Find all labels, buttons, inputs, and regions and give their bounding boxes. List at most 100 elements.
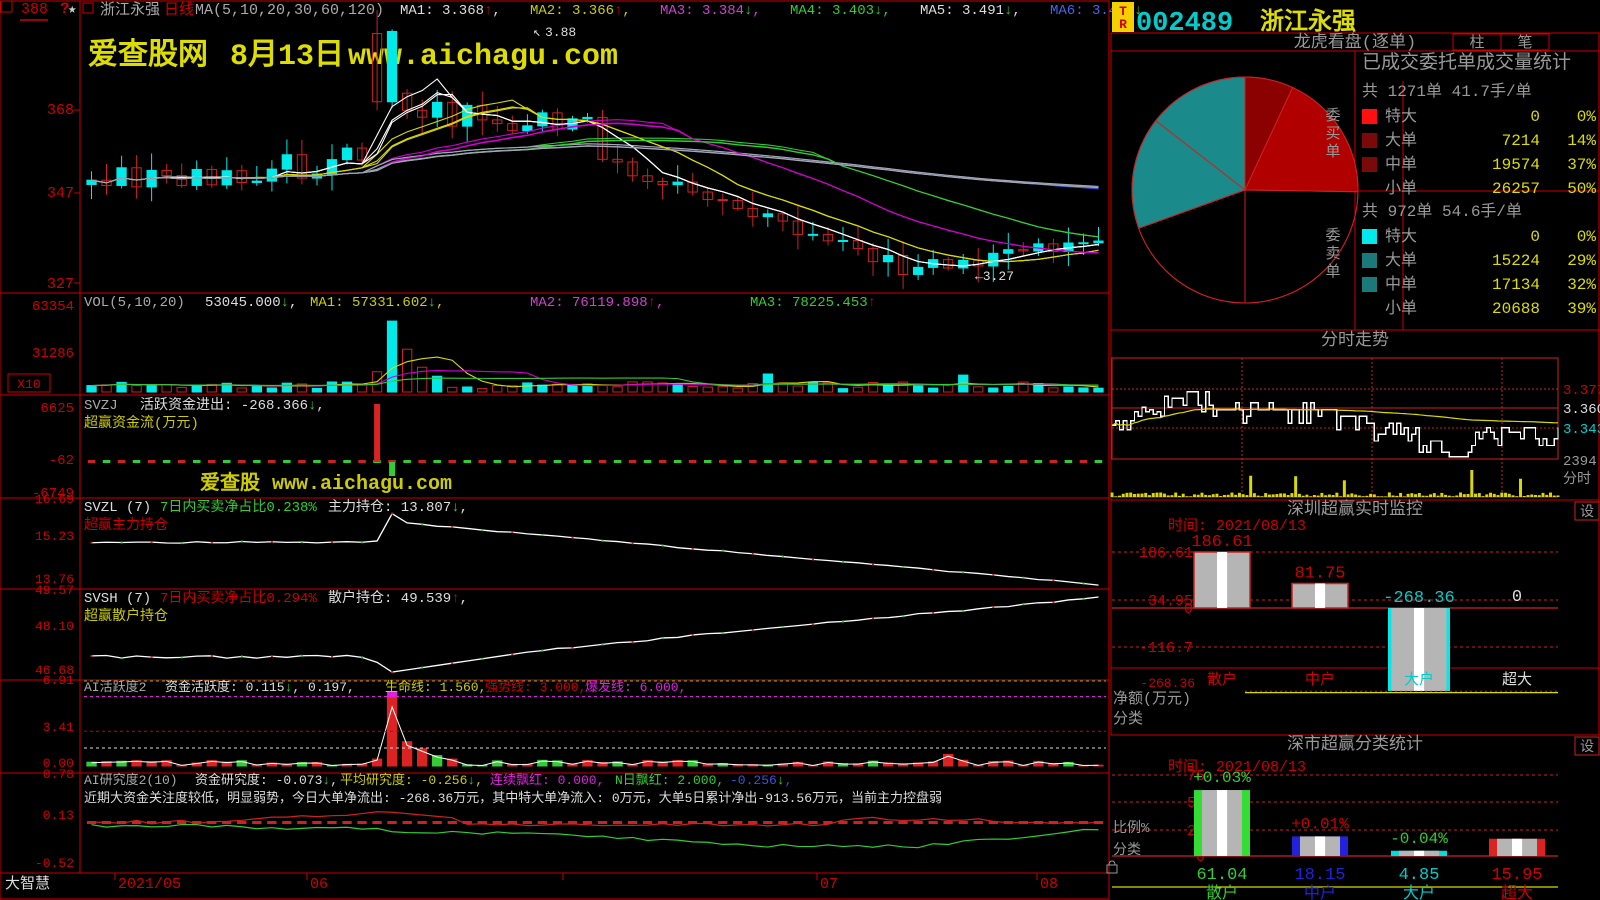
svg-text:主力持仓: 13.807↓,: 主力持仓: 13.807↓,	[328, 499, 468, 516]
svg-text:净额(万元): 净额(万元)	[1113, 690, 1191, 708]
svg-text:MA3: 78225.453↑: MA3: 78225.453↑	[750, 295, 876, 311]
svg-text:MA3: 3.384↓,: MA3: 3.384↓,	[660, 3, 761, 19]
svg-text:散户: 散户	[1207, 671, 1237, 689]
svg-text:39%: 39%	[1567, 300, 1596, 318]
svg-text:委: 委	[1325, 227, 1340, 245]
svg-text:AI研究度2(10): AI研究度2(10)	[84, 772, 178, 788]
svg-text:-116.7: -116.7	[1139, 640, 1193, 657]
svg-text:单: 单	[1325, 143, 1340, 161]
svg-text:共 1271单 41.7手/单: 共 1271单 41.7手/单	[1362, 82, 1532, 101]
svg-text:SVZL (7): SVZL (7)	[84, 500, 151, 516]
svg-text:-268.36: -268.36	[1383, 589, 1454, 608]
svg-text:大户: 大户	[1404, 671, 1434, 689]
svg-text:327: 327	[47, 276, 74, 293]
svg-text:超赢主力持仓: 超赢主力持仓	[84, 516, 168, 534]
svg-text:设: 设	[1580, 739, 1594, 756]
svg-text:0.78: 0.78	[43, 767, 74, 782]
svg-text:卖: 卖	[1325, 245, 1340, 263]
svg-text:散户持仓: 49.539↑,: 散户持仓: 49.539↑,	[328, 589, 468, 607]
svg-text:18.15: 18.15	[1294, 866, 1345, 885]
svg-text:←3.27: ←3.27	[975, 269, 1014, 284]
svg-text:+0.03%: +0.03%	[1193, 769, 1251, 787]
svg-text:186.61: 186.61	[1191, 533, 1252, 552]
svg-text:16.69: 16.69	[35, 492, 74, 507]
svg-text:浙江永强: 浙江永强	[1260, 8, 1356, 37]
svg-text:-62: -62	[49, 453, 74, 469]
svg-text:15.23: 15.23	[35, 529, 74, 544]
svg-text:R: R	[1119, 17, 1127, 32]
svg-text:SVSH (7): SVSH (7)	[84, 591, 151, 607]
svg-text:08: 08	[1040, 876, 1058, 893]
svg-text:-0.04%: -0.04%	[1390, 830, 1448, 848]
svg-text:中单: 中单	[1385, 155, 1417, 174]
svg-text:平均研究度: -0.256↓,: 平均研究度: -0.256↓,	[340, 772, 483, 788]
svg-text:15224: 15224	[1492, 252, 1540, 270]
svg-text:比例%: 比例%	[1113, 820, 1150, 837]
svg-text:MA4: 3.403↓,: MA4: 3.403↓,	[790, 3, 891, 19]
svg-text:31286: 31286	[32, 346, 74, 362]
svg-text:0: 0	[1530, 108, 1540, 126]
svg-text:大智慧: 大智慧	[5, 874, 50, 893]
svg-text:0: 0	[1184, 601, 1193, 618]
svg-text:2394: 2394	[1563, 454, 1597, 470]
svg-text:002489: 002489	[1136, 9, 1233, 39]
svg-text:3.343: 3.343	[1563, 422, 1600, 438]
svg-text:爱查股网: 爱查股网	[88, 38, 208, 74]
svg-text:2021/05: 2021/05	[118, 876, 181, 893]
svg-text:委: 委	[1325, 107, 1340, 125]
svg-text:分时走势: 分时走势	[1321, 330, 1389, 351]
svg-text:AI活跃度2: AI活跃度2	[84, 679, 146, 695]
svg-text:特大: 特大	[1385, 227, 1417, 246]
svg-text:19574: 19574	[1492, 156, 1540, 174]
svg-text:散户: 散户	[1206, 884, 1238, 900]
svg-text:龙虎看盘(逐单): 龙虎看盘(逐单)	[1294, 32, 1416, 53]
svg-text:07: 07	[820, 876, 838, 893]
svg-text:中单: 中单	[1385, 275, 1417, 294]
svg-text:小单: 小单	[1385, 299, 1417, 318]
svg-text:MA(5,10,20,30,60,120): MA(5,10,20,30,60,120)	[195, 2, 384, 19]
svg-text:强势线: 3.000,: 强势线: 3.000,	[485, 679, 586, 695]
svg-text:MA2: 76119.898↑,: MA2: 76119.898↑,	[530, 295, 664, 311]
svg-text:37%: 37%	[1567, 156, 1596, 174]
svg-text:4.85: 4.85	[1399, 866, 1440, 885]
svg-text:3.360: 3.360	[1563, 402, 1600, 418]
svg-text:186.61: 186.61	[1139, 545, 1193, 562]
svg-text:SVZJ: SVZJ	[84, 398, 118, 414]
svg-text:连续飘红: 0.000,: 连续飘红: 0.000,	[490, 772, 604, 788]
svg-text:81.75: 81.75	[1294, 564, 1345, 583]
svg-text:63354: 63354	[32, 299, 74, 315]
svg-text:爱查股 www.aichagu.com: 爱查股 www.aichagu.com	[200, 470, 452, 496]
svg-text:单: 单	[1325, 263, 1340, 281]
svg-text:资金活跃度: 0.115↓, 0.197,: 资金活跃度: 0.115↓, 0.197,	[165, 679, 355, 695]
svg-text:大户: 大户	[1403, 884, 1435, 900]
svg-text:超赢资金流(万元): 超赢资金流(万元)	[84, 414, 199, 432]
svg-text:32%: 32%	[1567, 276, 1596, 294]
svg-text:-268.36: -268.36	[1140, 676, 1195, 691]
svg-text:MA5: 3.491↓,: MA5: 3.491↓,	[920, 3, 1021, 19]
svg-text:X10: X10	[17, 377, 40, 392]
svg-text:7214: 7214	[1502, 132, 1540, 150]
svg-text:N日飘红: 2.000,: N日飘红: 2.000,	[615, 772, 724, 788]
svg-text:已成交委托单成交量统计: 已成交委托单成交量统计	[1362, 51, 1571, 74]
svg-text:6625: 6625	[40, 401, 74, 417]
svg-text:分类: 分类	[1113, 842, 1141, 859]
svg-text:26257: 26257	[1492, 180, 1540, 198]
svg-text:0: 0	[1512, 588, 1522, 607]
svg-text:0: 0	[1530, 228, 1540, 246]
svg-text:浙江永强: 浙江永强	[100, 1, 160, 19]
svg-text:特大: 特大	[1385, 107, 1417, 126]
svg-text:设: 设	[1580, 504, 1594, 521]
svg-text:7日内买卖净占比0.238%: 7日内买卖净占比0.238%	[160, 499, 317, 516]
svg-text:-0.256↓,: -0.256↓,	[730, 773, 792, 788]
svg-text:MA1: 57331.602↓,: MA1: 57331.602↓,	[310, 295, 444, 311]
svg-text:小单: 小单	[1385, 179, 1417, 198]
svg-text:大单: 大单	[1385, 251, 1417, 270]
svg-text:爆发线: 6.000,: 爆发线: 6.000,	[585, 679, 686, 695]
svg-text:61.04: 61.04	[1196, 866, 1247, 885]
svg-text:8月13日: 8月13日	[230, 40, 344, 74]
svg-text:17134: 17134	[1492, 276, 1540, 294]
svg-text:生命线: 1.560,: 生命线: 1.560,	[385, 679, 486, 695]
svg-text:3.41: 3.41	[43, 720, 74, 735]
svg-text:7日内买卖净占比0.294%: 7日内买卖净占比0.294%	[160, 590, 317, 607]
svg-text:超大: 超大	[1502, 671, 1532, 689]
